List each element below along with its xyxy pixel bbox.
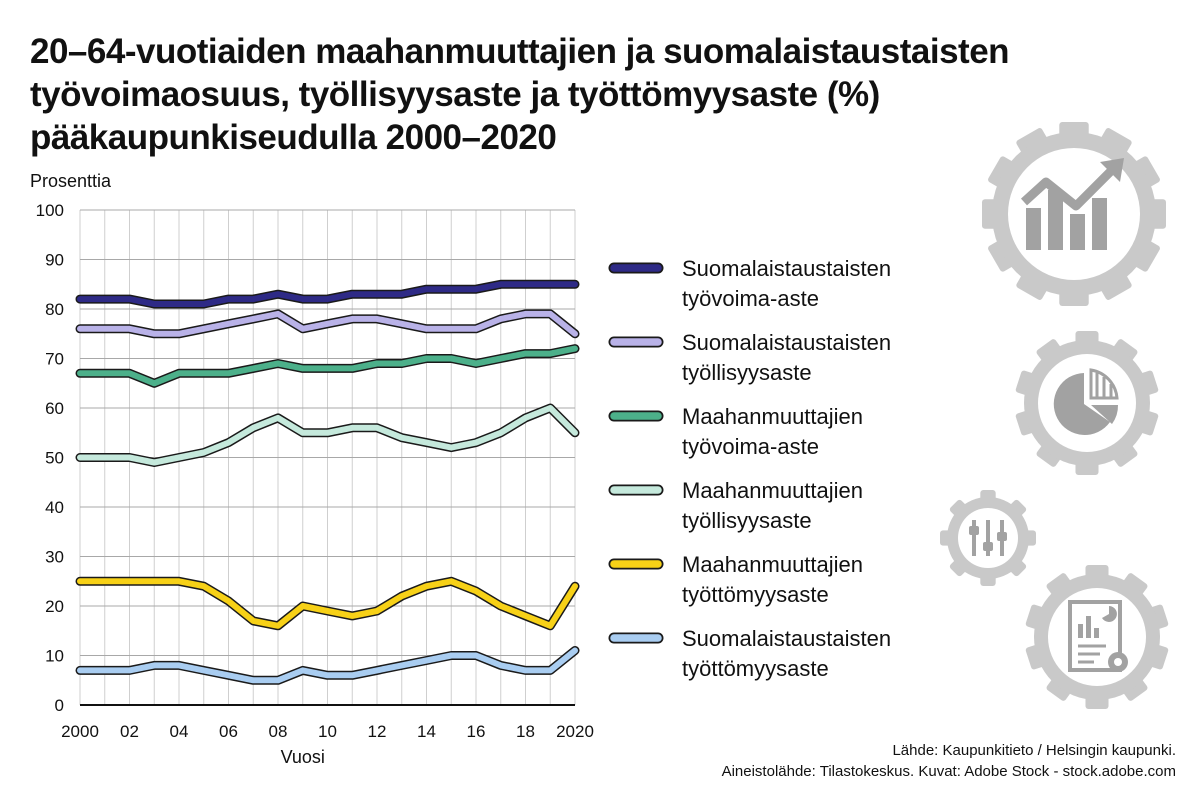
x-tick-label: 2000: [61, 722, 99, 741]
x-tick-label: 04: [170, 722, 189, 741]
y-tick-label: 80: [45, 300, 64, 319]
legend-item: Maahanmuuttajien työttömyysaste: [608, 552, 863, 607]
title-line: pääkaupunkiseudulla 2000–2020: [30, 118, 557, 157]
source-note: Lähde: Kaupunkitieto / Helsingin kaupunk…: [722, 740, 1176, 782]
axes: 0 10 20 30 40 50 60 70 80 90 100 2000 02 04 06 08 10 12 14…: [30, 171, 594, 767]
series-line-stroke: [77, 578, 578, 629]
source-line: Aineistolähde: Tilastokeskus. Kuvat: Ado…: [721, 763, 1176, 780]
title-line: työvoimaosuus, työllisyysaste ja työttöm…: [30, 75, 880, 114]
legend-item: Maahanmuuttajien työllisyysaste: [608, 478, 863, 533]
chart-title: 20–64-vuotiaiden maahanmuuttajien ja suo…: [30, 30, 1150, 159]
legend-label: työttömyysaste: [682, 582, 829, 607]
legend: Suomalaistaustaistentyövoima-asteSuomala…: [608, 256, 891, 681]
y-axis-title: Prosenttia: [30, 171, 112, 191]
x-tick-label: 10: [318, 722, 337, 741]
series-lines: [75, 279, 580, 685]
legend-label: Maahanmuuttajien: [682, 478, 863, 503]
y-tick-label: 10: [45, 647, 64, 666]
series-line-stroke: [77, 345, 578, 387]
report-document-icon: [1025, 565, 1169, 709]
legend-item: Maahanmuuttajien työvoima-aste: [608, 404, 863, 459]
legend-item: Suomalaistaustaisten työvoima-aste: [608, 256, 891, 311]
legend-label: Suomalaistaustaisten: [682, 330, 891, 355]
series-line: [75, 576, 580, 631]
y-tick-label: 50: [45, 449, 64, 468]
y-tick-label: 100: [36, 201, 64, 220]
x-axis-title: Vuosi: [281, 747, 325, 767]
x-tick-label: 06: [219, 722, 238, 741]
y-tick-label: 60: [45, 399, 64, 418]
y-tick-label: 70: [45, 350, 64, 369]
series-line: [75, 279, 580, 309]
series-line: [75, 646, 580, 685]
y-tick-label: 30: [45, 548, 64, 567]
legend-label: työllisyysaste: [682, 508, 812, 533]
series-line-stroke: [77, 310, 578, 337]
series-line: [75, 344, 580, 388]
legend-label: Suomalaistaustaisten: [682, 256, 891, 281]
legend-label: työvoima-aste: [682, 286, 819, 311]
x-tick-label: 12: [368, 722, 387, 741]
x-tick-label: 02: [120, 722, 139, 741]
series-line-stroke: [77, 281, 578, 307]
x-tick-label: 08: [269, 722, 288, 741]
legend-label: Suomalaistaustaisten: [682, 626, 891, 651]
y-tick-label: 0: [55, 696, 64, 715]
title-line: 20–64-vuotiaiden maahanmuuttajien ja suo…: [30, 32, 1010, 71]
y-tick-label: 90: [45, 251, 64, 270]
series-line: [75, 309, 580, 339]
x-tick-label: 18: [516, 722, 535, 741]
legend-label: työvoima-aste: [682, 434, 819, 459]
sliders-icon: [940, 490, 1036, 586]
source-line: Lähde: Kaupunkitieto / Helsingin kaupunk…: [892, 742, 1176, 759]
series-line-stroke: [77, 405, 578, 466]
series-line: [75, 403, 580, 467]
legend-item: Suomalaistaustaisten työttömyysaste: [608, 626, 891, 681]
legend-label: Maahanmuuttajien: [682, 552, 863, 577]
y-tick-label: 20: [45, 597, 64, 616]
pie-chart-icon: [1015, 331, 1159, 475]
legend-label: työttömyysaste: [682, 656, 829, 681]
x-tick-label: 16: [467, 722, 486, 741]
series-line-stroke: [77, 647, 578, 684]
legend-label: Maahanmuuttajien: [682, 404, 863, 429]
legend-label: työllisyysaste: [682, 360, 812, 385]
bar-chart-growth-icon: [982, 122, 1166, 306]
x-tick-label: 2020: [556, 722, 594, 741]
legend-item: Suomalaistaustaisten työllisyysaste: [608, 330, 891, 385]
y-tick-label: 40: [45, 498, 64, 517]
x-tick-label: 14: [417, 722, 436, 741]
